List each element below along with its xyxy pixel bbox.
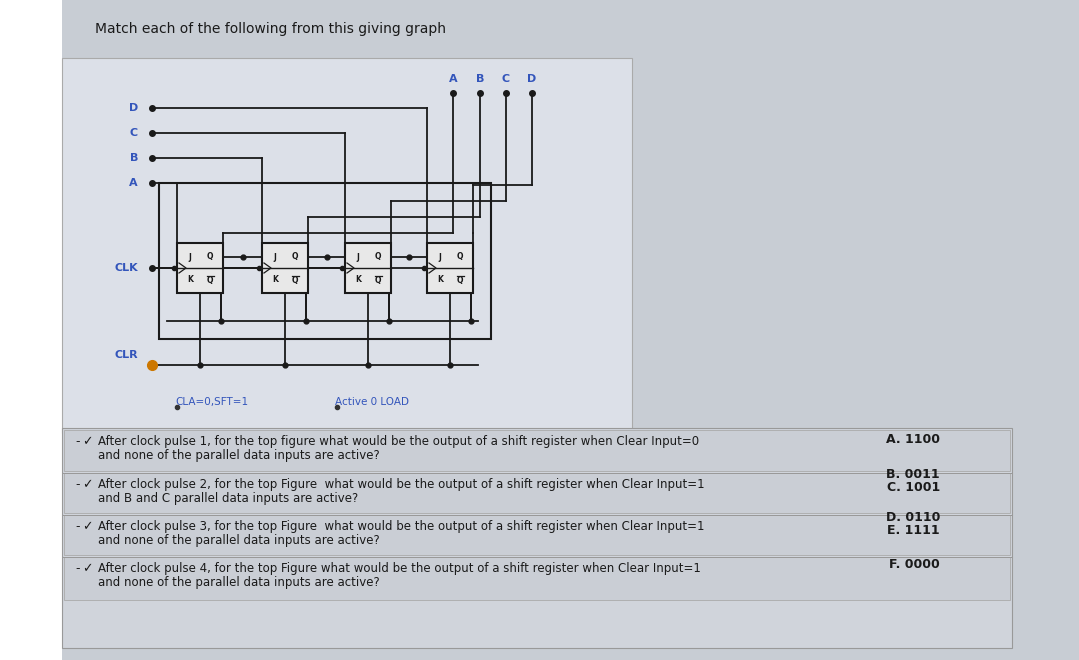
Text: and B and C parallel data inputs are active?: and B and C parallel data inputs are act…	[98, 492, 358, 505]
Bar	[64, 557, 1010, 600]
Text: A: A	[129, 178, 138, 188]
Text: D: D	[528, 74, 536, 84]
Text: ✓: ✓	[82, 435, 93, 448]
Bar	[159, 183, 491, 339]
Text: F. 0000: F. 0000	[889, 558, 940, 571]
Text: A: A	[449, 74, 457, 84]
Text: After clock pulse 2, for the top Figure  what would be the output of a shift reg: After clock pulse 2, for the top Figure …	[98, 478, 705, 491]
Text: J: J	[189, 253, 191, 261]
Text: and none of the parallel data inputs are active?: and none of the parallel data inputs are…	[98, 449, 380, 462]
Text: Q: Q	[291, 275, 298, 284]
Text: Q: Q	[374, 253, 381, 261]
Bar	[62, 58, 632, 433]
Text: After clock pulse 1, for the top figure what would be the output of a shift regi: After clock pulse 1, for the top figure …	[98, 435, 699, 448]
Text: -: -	[76, 478, 80, 491]
Text: After clock pulse 4, for the top Figure what would be the output of a shift regi: After clock pulse 4, for the top Figure …	[98, 562, 701, 575]
Bar	[177, 243, 223, 293]
Text: Q: Q	[291, 253, 298, 261]
Text: C: C	[502, 74, 510, 84]
Text: Q: Q	[207, 275, 214, 284]
Text: -: -	[76, 520, 80, 533]
Text: and none of the parallel data inputs are active?: and none of the parallel data inputs are…	[98, 534, 380, 547]
Bar	[345, 243, 391, 293]
Text: Q: Q	[456, 275, 463, 284]
Text: ✓: ✓	[82, 478, 93, 491]
Text: Q: Q	[456, 253, 463, 261]
Text: J: J	[438, 253, 441, 261]
Bar	[64, 473, 1010, 513]
Bar	[0, 0, 62, 660]
Text: D: D	[128, 103, 138, 113]
Bar	[62, 428, 1012, 648]
Text: Match each of the following from this giving graph: Match each of the following from this gi…	[95, 22, 446, 36]
Text: Q: Q	[207, 253, 214, 261]
Text: C: C	[129, 128, 138, 138]
Text: CLR: CLR	[114, 350, 138, 360]
Text: K: K	[272, 275, 278, 284]
Text: B: B	[476, 74, 484, 84]
Text: J: J	[356, 253, 359, 261]
Text: J: J	[274, 253, 276, 261]
Text: ✓: ✓	[82, 562, 93, 575]
Text: B: B	[129, 153, 138, 163]
Bar	[262, 243, 308, 293]
Text: After clock pulse 3, for the top Figure  what would be the output of a shift reg: After clock pulse 3, for the top Figure …	[98, 520, 705, 533]
Text: and none of the parallel data inputs are active?: and none of the parallel data inputs are…	[98, 576, 380, 589]
Bar	[64, 430, 1010, 471]
Text: K: K	[187, 275, 193, 284]
Text: D. 0110: D. 0110	[886, 511, 940, 524]
Text: B. 0011: B. 0011	[886, 468, 940, 481]
Text: CLK: CLK	[114, 263, 138, 273]
Text: Active 0 LOAD: Active 0 LOAD	[334, 397, 409, 407]
Text: -: -	[76, 562, 80, 575]
Text: E. 1111: E. 1111	[887, 524, 940, 537]
Text: CLA=0,SFT=1: CLA=0,SFT=1	[175, 397, 248, 407]
Text: ✓: ✓	[82, 520, 93, 533]
Bar	[427, 243, 473, 293]
Text: Q: Q	[374, 275, 381, 284]
Text: A. 1100: A. 1100	[886, 433, 940, 446]
Text: C. 1001: C. 1001	[887, 481, 940, 494]
Bar	[64, 515, 1010, 555]
Text: K: K	[437, 275, 443, 284]
Text: K: K	[355, 275, 361, 284]
Text: -: -	[76, 435, 80, 448]
